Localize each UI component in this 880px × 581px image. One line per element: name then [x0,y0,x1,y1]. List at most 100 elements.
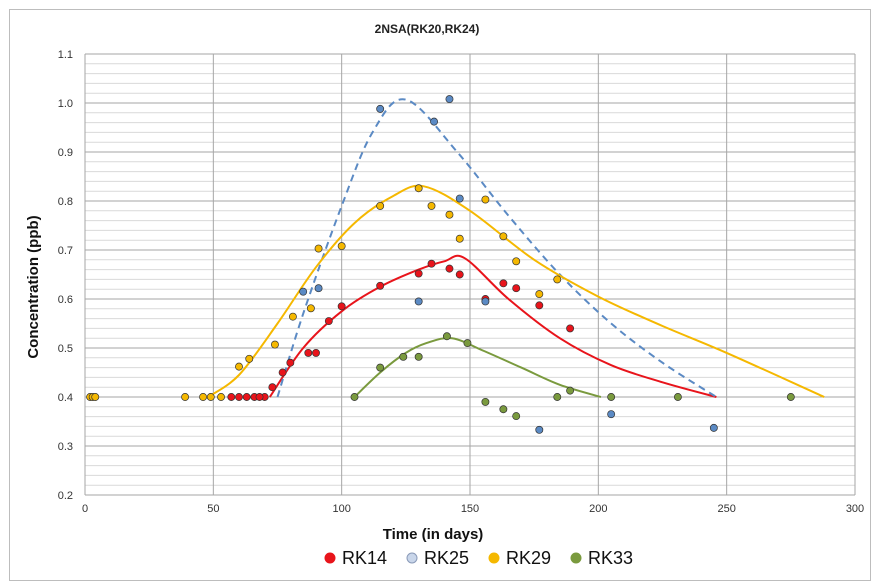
data-point-rk14 [227,393,236,401]
data-point-rk29 [199,393,208,401]
data-point-rk14 [286,358,295,367]
data-point-rk29 [314,244,323,253]
data-point-rk25 [376,104,385,113]
data-point-rk33 [566,386,575,395]
legend-marker-rk14 [324,552,336,564]
fit-curve-rk14 [268,254,717,398]
y-tick-label: 0.2 [58,490,73,502]
data-point-rk33 [607,393,616,401]
data-point-rk29 [553,275,562,284]
data-point-rk29 [306,304,315,313]
y-tick-label: 0.4 [58,392,73,404]
data-point-rk29 [245,354,254,363]
data-point-rk29 [337,242,346,251]
data-point-rk25 [455,194,464,203]
data-point-rk29 [270,340,279,349]
legend-label-rk14: RK14 [342,548,387,568]
data-point-rk14 [414,269,423,278]
data-point-rk25 [299,287,308,296]
y-axis-label: Concentration (ppb) [25,215,42,358]
data-point-rk14 [512,284,521,293]
data-point-rk14 [535,301,544,310]
data-point-rk29 [512,257,521,266]
legend-marker-rk25 [406,552,418,564]
data-point-rk29 [206,393,215,401]
legend-marker-rk29 [488,552,500,564]
data-point-rk33 [414,352,423,361]
y-tick-label: 0.3 [58,441,73,453]
chart-frame: 2NSA(RK20,RK24) 0 50 100 150 200 250 300 0.2 0.… [9,9,871,581]
data-point-rk25 [430,117,439,126]
data-points [86,95,795,434]
data-point-rk33 [786,393,795,401]
data-point-rk14 [324,317,333,325]
data-point-rk25 [709,423,718,432]
fit-curves [207,98,825,398]
data-point-rk14 [268,383,277,392]
legend-label-rk33: RK33 [588,548,633,568]
data-point-rk14 [455,270,464,279]
data-point-rk25 [414,297,423,306]
data-point-rk14 [278,368,287,377]
data-point-rk33 [673,393,682,401]
data-point-rk33 [481,397,490,406]
data-point-rk33 [499,405,508,414]
fit-curve-rk29 [207,184,825,398]
data-point-rk33 [442,332,451,341]
data-point-rk33 [512,412,521,421]
data-point-rk33 [350,393,359,401]
data-point-rk25 [535,425,544,434]
data-point-rk33 [463,339,472,348]
data-point-rk14 [499,279,508,288]
x-tick-label: 300 [846,503,864,515]
y-tick-label: 1.1 [58,49,73,61]
data-point-rk29 [455,234,464,243]
y-tick-label: 0.5 [58,343,73,355]
data-point-rk14 [255,393,264,401]
y-tick-label: 0.9 [58,147,73,159]
y-tick-label: 0.6 [58,294,73,306]
data-point-rk14 [376,281,385,290]
data-point-rk29 [427,201,436,210]
data-point-rk33 [399,352,408,361]
x-axis-label: Time (in days) [383,526,484,543]
data-point-rk33 [376,363,385,372]
data-point-rk29 [376,201,385,210]
x-axis-ticks: 0 50 100 150 200 250 300 [82,503,864,515]
data-point-rk25 [445,95,454,104]
data-point-rk29 [235,362,243,371]
y-tick-label: 0.7 [58,245,73,257]
data-point-rk25 [481,297,490,306]
data-point-rk29 [499,232,508,241]
data-point-rk14 [427,259,436,268]
chart-title: 2NSA(RK20,RK24) [375,22,480,36]
data-point-rk29 [217,393,225,401]
legend-label-rk25: RK25 [424,548,469,568]
y-axis-ticks: 0.2 0.3 0.4 0.5 0.6 0.7 0.8 0.9 1.0 1.1 [58,49,73,502]
legend-marker-rk33 [570,552,582,564]
data-point-rk29 [445,210,454,219]
data-point-rk25 [314,284,323,293]
data-point-rk29 [535,290,544,299]
fit-curve-rk33 [353,336,602,398]
data-point-rk14 [242,393,251,401]
data-point-rk14 [235,393,243,401]
data-point-rk14 [312,348,320,357]
x-tick-label: 150 [461,503,479,515]
y-tick-label: 0.8 [58,196,73,208]
chart-svg: 2NSA(RK20,RK24) 0 50 100 150 200 250 300 0.20.… [25,22,864,568]
x-tick-label: 0 [82,503,88,515]
x-tick-label: 100 [332,503,350,515]
data-point-rk14 [304,348,313,357]
grid-major [84,53,856,496]
y-tick-label: 1.0 [58,98,73,110]
x-tick-label: 50 [207,503,219,515]
data-point-rk33 [553,393,562,401]
data-point-rk29 [481,195,490,204]
legend-label-rk29: RK29 [506,548,551,568]
data-point-rk29 [181,393,190,401]
x-tick-label: 250 [717,503,735,515]
data-point-rk29 [91,393,100,401]
data-point-rk14 [566,324,575,333]
data-point-rk14 [337,302,346,311]
